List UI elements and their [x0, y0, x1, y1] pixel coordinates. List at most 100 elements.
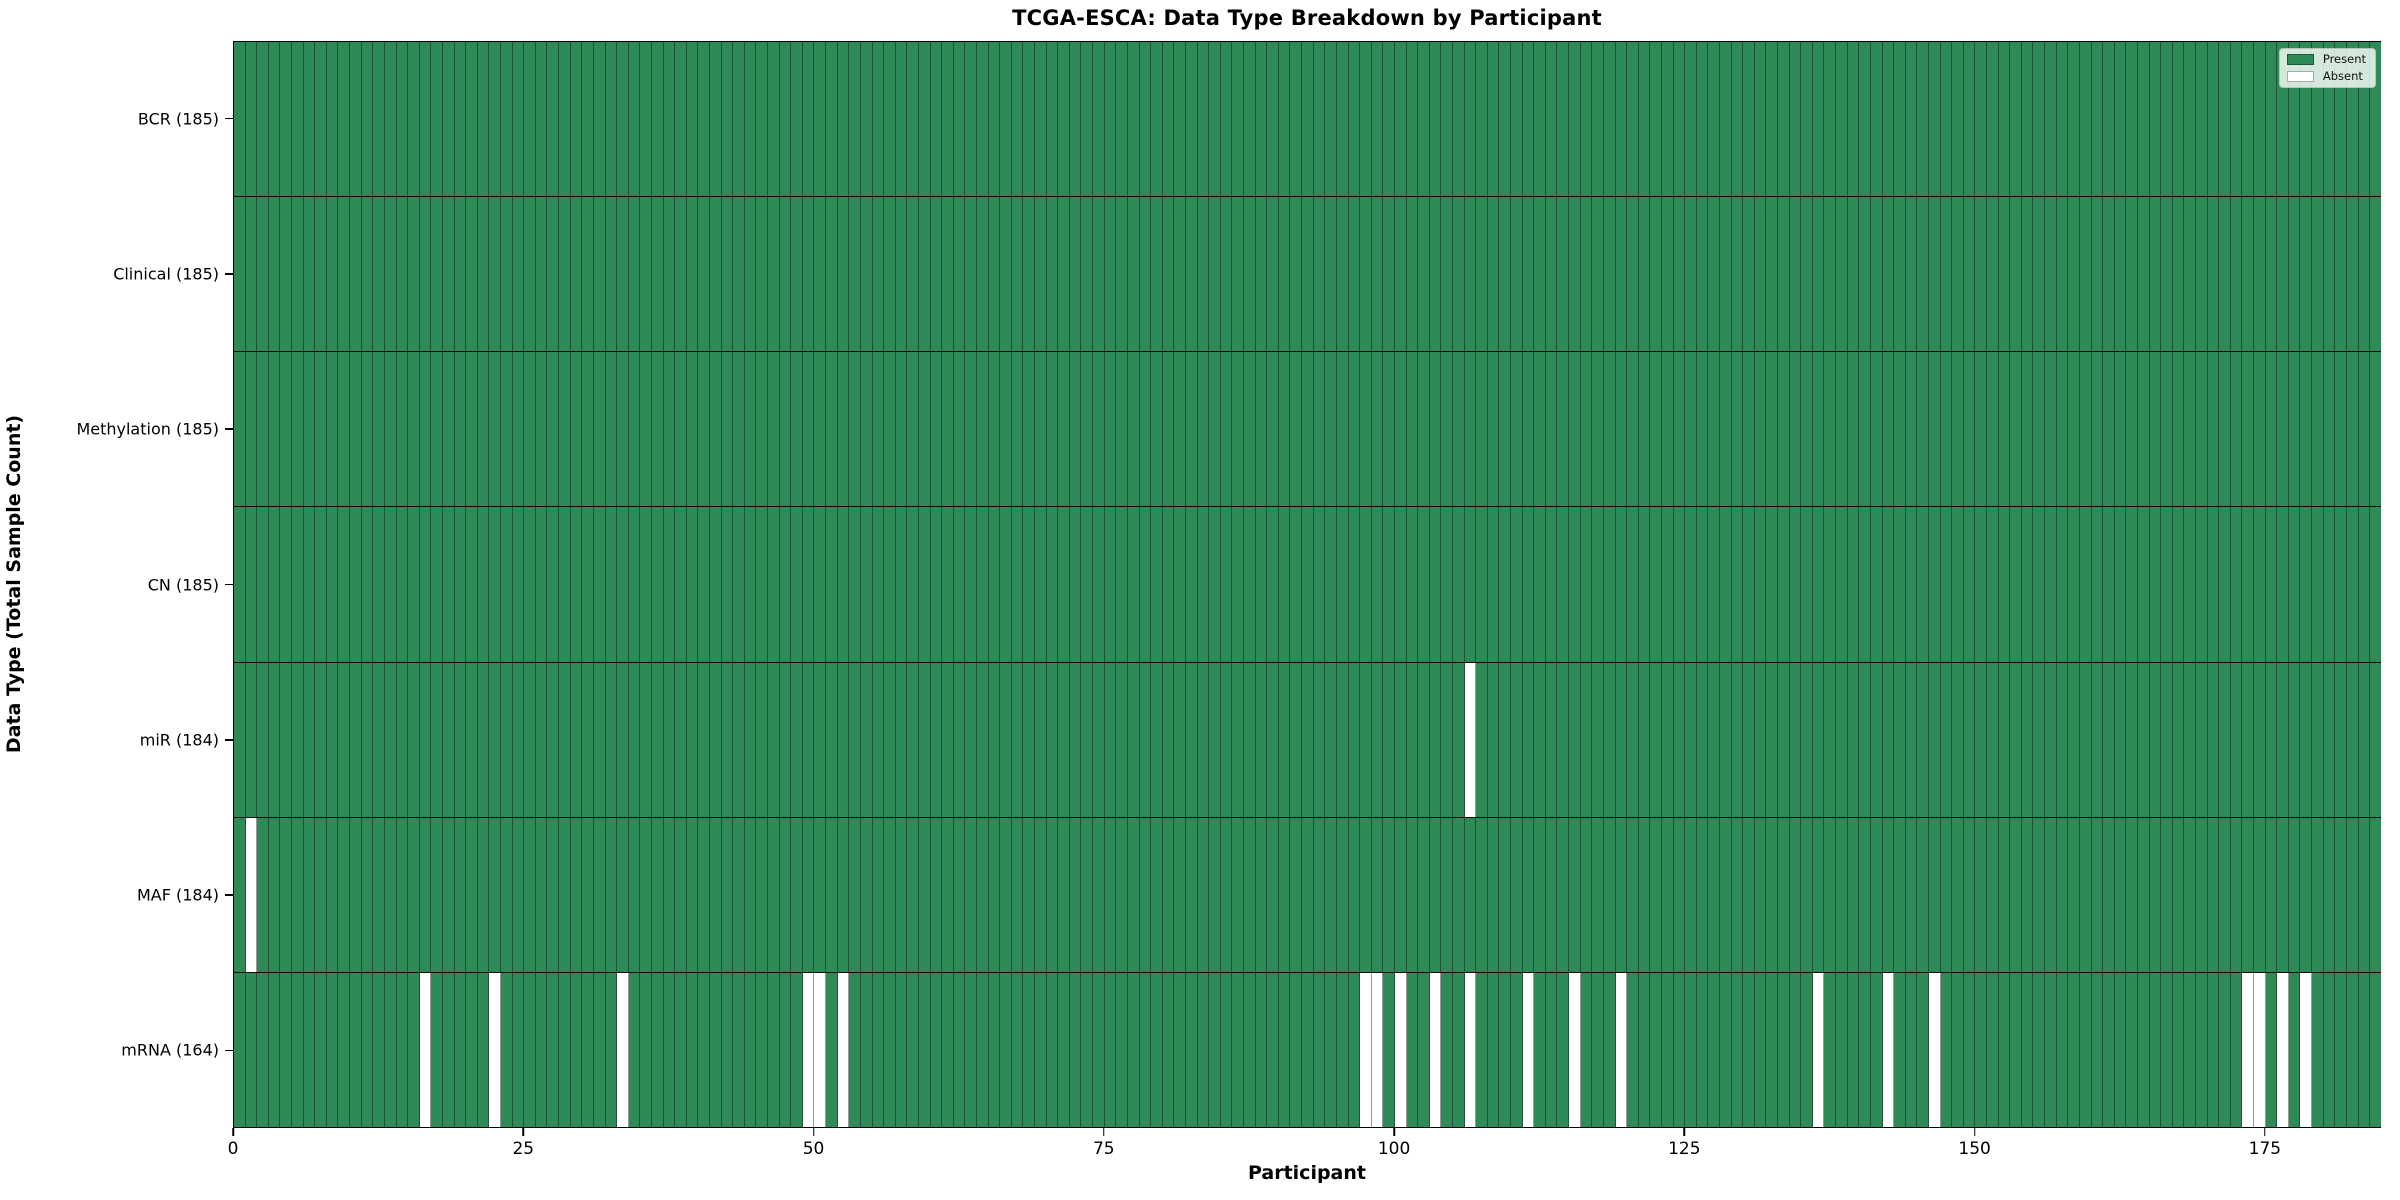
- presence-cell: [1348, 352, 1361, 507]
- presence-cell: [326, 197, 339, 352]
- presence-cell: [1127, 197, 1140, 352]
- presence-cell: [1487, 972, 1500, 1127]
- presence-cell: [640, 197, 652, 352]
- presence-cell: [2346, 352, 2359, 507]
- presence-cell: [257, 42, 269, 197]
- presence-cell: [1336, 507, 1349, 662]
- presence-cell: [1093, 352, 1105, 507]
- presence-cell: [524, 972, 536, 1127]
- presence-cell: [1429, 352, 1442, 507]
- presence-cell: [2172, 42, 2185, 197]
- presence-cell: [1220, 507, 1233, 662]
- presence-cell: [1476, 662, 1488, 817]
- presence-cell: [1058, 197, 1070, 352]
- presence-cell: [1104, 197, 1117, 352]
- y-tick-mark: [225, 1049, 233, 1052]
- presence-cell: [1650, 507, 1662, 662]
- presence-cell: [2358, 507, 2371, 662]
- presence-cell: [2079, 197, 2092, 352]
- presence-cell: [1116, 662, 1128, 817]
- presence-cell: [1511, 507, 1523, 662]
- presence-cell: [1081, 817, 1094, 972]
- presence-cell: [2045, 197, 2057, 352]
- presence-cell: [709, 197, 722, 352]
- presence-cell: [1394, 42, 1407, 197]
- presence-cell: [1302, 352, 1314, 507]
- x-tick-label: 50: [802, 1139, 825, 1159]
- presence-cell: [1917, 197, 1929, 352]
- presence-cell: [918, 507, 931, 662]
- presence-cell: [1011, 197, 1024, 352]
- presence-cell: [2126, 507, 2138, 662]
- presence-cell: [617, 197, 629, 352]
- presence-cell: [1035, 662, 1047, 817]
- presence-cell: [303, 42, 316, 197]
- presence-cell: [802, 42, 815, 197]
- presence-cell: [1069, 817, 1082, 972]
- presence-cell: [1557, 197, 1570, 352]
- presence-cell: [1394, 507, 1407, 662]
- presence-cell: [1859, 817, 1871, 972]
- presence-cell: [698, 972, 710, 1127]
- presence-cell: [245, 42, 258, 197]
- presence-cell: [675, 972, 687, 1127]
- presence-cell: [2091, 507, 2104, 662]
- presence-cell: [2288, 197, 2301, 352]
- presence-cell: [860, 817, 873, 972]
- presence-cell: [1963, 42, 1976, 197]
- presence-cell: [338, 197, 351, 352]
- presence-cell: [849, 972, 861, 1127]
- presence-cell: [1325, 352, 1337, 507]
- presence-cell: [1847, 662, 1860, 817]
- presence-cell: [1685, 507, 1697, 662]
- presence-cell: [709, 662, 722, 817]
- presence-cell: [2370, 197, 2381, 352]
- legend-label: Present: [2322, 52, 2366, 66]
- presence-cell: [1696, 972, 1709, 1127]
- presence-cell: [431, 662, 443, 817]
- presence-cell: [930, 352, 943, 507]
- presence-cell: [2230, 662, 2243, 817]
- presence-cell: [489, 197, 502, 352]
- presence-cell: [361, 972, 374, 1127]
- presence-cell: [2265, 972, 2278, 1127]
- presence-cell: [1336, 817, 1349, 972]
- presence-cell: [280, 42, 293, 197]
- presence-cell: [1197, 42, 1210, 197]
- presence-cell: [1580, 197, 1593, 352]
- presence-cell: [1638, 662, 1651, 817]
- presence-cell: [1011, 42, 1024, 197]
- presence-cell: [663, 817, 676, 972]
- presence-cell: [1406, 352, 1419, 507]
- x-axis-label: Participant: [1247, 1162, 1366, 1184]
- presence-cell: [2254, 42, 2266, 197]
- presence-cell: [1789, 197, 1802, 352]
- presence-cell: [2300, 197, 2313, 352]
- presence-cell: [1557, 352, 1570, 507]
- presence-cell: [1511, 352, 1523, 507]
- presence-cell: [1162, 197, 1175, 352]
- presence-cell: [361, 42, 374, 197]
- presence-cell: [1870, 972, 1883, 1127]
- presence-cell: [2184, 352, 2196, 507]
- presence-cell: [1789, 507, 1802, 662]
- presence-cell: [2312, 662, 2324, 817]
- presence-cell: [1441, 817, 1453, 972]
- presence-cell: [1278, 197, 1291, 352]
- presence-cell: [733, 42, 745, 197]
- presence-cell: [1754, 42, 1767, 197]
- presence-cell: [454, 197, 467, 352]
- presence-cell: [918, 197, 931, 352]
- presence-cell: [2010, 42, 2022, 197]
- presence-cell: [1882, 352, 1895, 507]
- presence-cell: [2103, 507, 2115, 662]
- presence-cell: [2195, 197, 2208, 352]
- presence-cell: [2010, 197, 2022, 352]
- presence-cell: [1615, 507, 1628, 662]
- presence-cell: [884, 197, 896, 352]
- presence-cell: [234, 662, 246, 817]
- presence-cell: [1824, 197, 1837, 352]
- presence-cell: [408, 352, 420, 507]
- presence-cell: [965, 42, 977, 197]
- presence-cell: [1464, 972, 1477, 1127]
